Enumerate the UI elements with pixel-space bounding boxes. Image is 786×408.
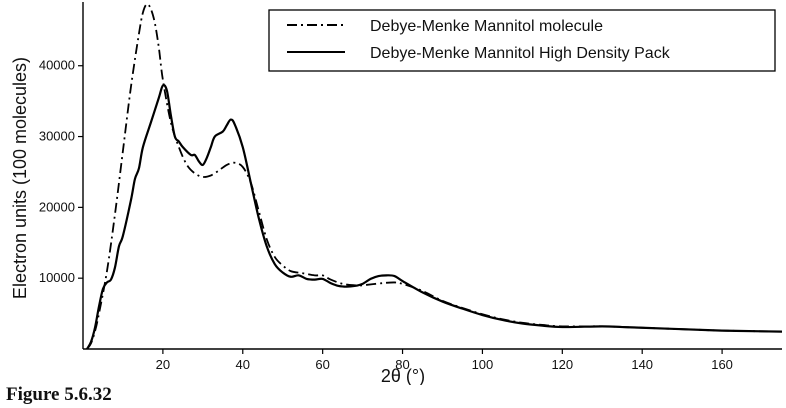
legend-label-high-density-pack: Debye-Menke Mannitol High Density Pack [370, 45, 671, 62]
x-tick-label: 20 [156, 357, 170, 372]
y-tick-label: 30000 [39, 129, 75, 144]
figure-caption: Figure 5.6.32 [6, 384, 112, 405]
y-axis-title-group: Electron units (100 molecules) [10, 57, 30, 299]
y-tick-label: 40000 [39, 58, 75, 73]
series-line-high-density-pack [86, 84, 782, 349]
x-axis-title: 2θ (°) [381, 366, 425, 385]
x-tick-label: 40 [236, 357, 250, 372]
legend-label-molecule: Debye-Menke Mannitol molecule [370, 18, 603, 35]
x-tick-label: 60 [315, 357, 329, 372]
y-axis-title: Electron units (100 molecules) [10, 57, 30, 299]
x-tick-label: 140 [631, 357, 653, 372]
y-tick-label: 20000 [39, 199, 75, 214]
legend-box [268, 9, 776, 72]
chart: Electron units (100 molecules) 2θ (°) 20… [10, 2, 782, 385]
x-tick-label: 160 [711, 357, 733, 372]
x-tick-label: 80 [395, 357, 409, 372]
x-tick-label: 100 [472, 357, 494, 372]
legend: Debye-Menke Mannitol molecule Debye-Menk… [268, 9, 776, 72]
x-tick-label: 120 [551, 357, 573, 372]
plot-area: 20 40 60 80 100 120 140 160 10000 20000 30000 40000 [39, 2, 782, 372]
y-tick-label: 10000 [39, 270, 75, 285]
